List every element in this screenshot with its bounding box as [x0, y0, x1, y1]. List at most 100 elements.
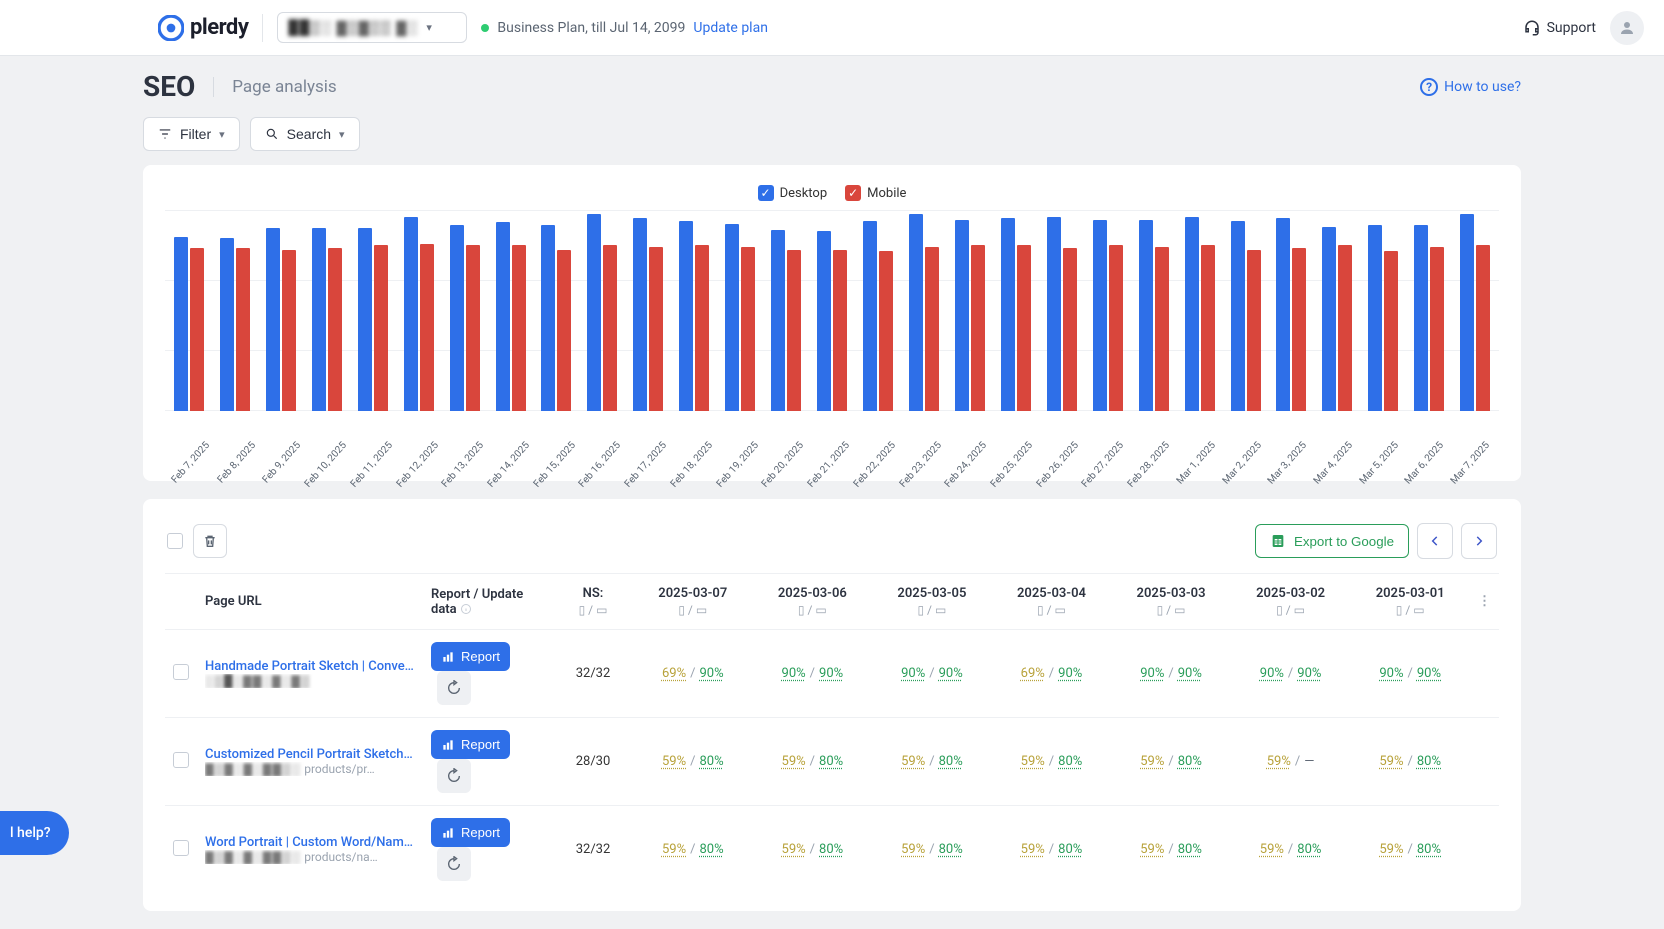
- site-selector[interactable]: ██▒░ ▓▒▓▒▒ ▓░ ▾: [277, 12, 467, 43]
- bar-desktop: [220, 238, 234, 411]
- bar-group[interactable]: [582, 214, 622, 411]
- pager-next[interactable]: [1461, 523, 1497, 559]
- bar-group[interactable]: [1317, 227, 1357, 411]
- bar-group[interactable]: [720, 224, 760, 411]
- plan-text: Business Plan, till Jul 14, 2099: [497, 20, 685, 36]
- brand-logo[interactable]: plerdy: [158, 15, 248, 41]
- bar-mobile: [649, 247, 663, 411]
- score-cell: 59%/80%: [633, 718, 753, 806]
- bar-group[interactable]: [1272, 218, 1312, 411]
- filter-button[interactable]: Filter ▾: [143, 117, 240, 151]
- delete-button[interactable]: [193, 524, 227, 558]
- select-all-checkbox[interactable]: [167, 533, 183, 549]
- help-fab[interactable]: l help?: [0, 811, 69, 855]
- brand-name: plerdy: [190, 15, 248, 40]
- score-cell: 90%/90%: [1111, 630, 1231, 718]
- bar-group[interactable]: [766, 230, 806, 411]
- row-checkbox[interactable]: [173, 752, 189, 768]
- bar-group[interactable]: [537, 225, 577, 411]
- bar-desktop: [587, 214, 601, 411]
- pager-prev[interactable]: [1417, 523, 1453, 559]
- table-row: Handmade Portrait Sketch | Convert P…░▒█…: [165, 630, 1499, 718]
- bar-group[interactable]: [353, 228, 393, 411]
- refresh-icon: [446, 856, 462, 872]
- refresh-button[interactable]: [437, 671, 471, 705]
- bar-chart-icon: [441, 826, 455, 840]
- bar-group[interactable]: [674, 221, 714, 411]
- google-sheets-icon: [1270, 533, 1286, 549]
- bar-desktop: [1414, 225, 1428, 411]
- row-checkbox[interactable]: [173, 664, 189, 680]
- x-axis-label: Mar 7, 2025: [1464, 419, 1527, 482]
- bar-desktop: [266, 228, 280, 411]
- support-link[interactable]: Support: [1523, 19, 1596, 37]
- score-cell: 59%/80%: [872, 806, 992, 894]
- row-checkbox[interactable]: [173, 840, 189, 856]
- chart-area: Feb 7, 2025Feb 8, 2025Feb 9, 2025Feb 10,…: [165, 211, 1499, 463]
- search-button[interactable]: Search ▾: [250, 117, 360, 151]
- bar-group[interactable]: [399, 217, 439, 411]
- bar-group[interactable]: [1134, 220, 1174, 411]
- bar-group[interactable]: [491, 222, 531, 411]
- bar-mobile: [925, 247, 939, 411]
- bar-group[interactable]: [1088, 220, 1128, 411]
- table-toolbar: Export to Google: [165, 519, 1499, 573]
- bar-group[interactable]: [904, 214, 944, 411]
- chart-x-labels: Feb 7, 2025Feb 8, 2025Feb 9, 2025Feb 10,…: [165, 411, 1499, 463]
- bar-group[interactable]: [307, 228, 347, 411]
- trash-icon: [202, 533, 218, 549]
- ns-cell: 32/32: [553, 806, 633, 894]
- refresh-button[interactable]: [437, 759, 471, 793]
- table-body: Handmade Portrait Sketch | Convert P…░▒█…: [165, 630, 1499, 894]
- bar-mobile: [1247, 250, 1261, 411]
- bar-group[interactable]: [1363, 225, 1403, 411]
- legend-mobile[interactable]: ✓ Mobile: [845, 185, 906, 201]
- bar-group[interactable]: [1409, 225, 1449, 411]
- score-cell: 90%/90%: [1231, 630, 1351, 718]
- legend-desktop[interactable]: ✓ Desktop: [758, 185, 828, 201]
- bar-mobile: [512, 245, 526, 411]
- user-avatar[interactable]: [1610, 11, 1644, 45]
- update-plan-link[interactable]: Update plan: [693, 20, 768, 36]
- page-subtitle: Page analysis: [213, 77, 336, 97]
- bar-group[interactable]: [445, 225, 485, 411]
- bar-group[interactable]: [1455, 214, 1495, 411]
- col-date-header: 2025-03-03▯ / ▭: [1111, 574, 1231, 630]
- how-to-use-link[interactable]: ? How to use?: [1420, 78, 1521, 96]
- row-title[interactable]: Handmade Portrait Sketch | Convert P…: [205, 659, 415, 674]
- score-cell: 90%/90%: [1350, 630, 1470, 718]
- bar-group[interactable]: [1226, 221, 1266, 411]
- report-button[interactable]: Report: [431, 818, 510, 847]
- score-cell: 69%/90%: [633, 630, 753, 718]
- report-button[interactable]: Report: [431, 642, 510, 671]
- bar-desktop: [1322, 227, 1336, 411]
- row-title[interactable]: Word Portrait | Custom Word/Name P…: [205, 835, 415, 850]
- refresh-icon: [446, 680, 462, 696]
- bar-group[interactable]: [169, 237, 209, 411]
- bar-mobile: [1201, 245, 1215, 411]
- bar-desktop: [863, 221, 877, 411]
- bar-group[interactable]: [215, 238, 255, 411]
- bar-group[interactable]: [628, 218, 668, 411]
- refresh-button[interactable]: [437, 847, 471, 881]
- report-button[interactable]: Report: [431, 730, 510, 759]
- bar-group[interactable]: [858, 221, 898, 411]
- bar-mobile: [1063, 248, 1077, 411]
- bar-group[interactable]: [812, 231, 852, 411]
- bar-desktop: [1093, 220, 1107, 411]
- export-google-button[interactable]: Export to Google: [1255, 524, 1409, 558]
- bar-group[interactable]: [1180, 217, 1220, 411]
- page-title: SEO: [143, 70, 195, 103]
- bar-mobile: [741, 247, 755, 411]
- help-icon: ?: [1420, 78, 1438, 96]
- bar-desktop: [541, 225, 555, 411]
- bar-group[interactable]: [261, 228, 301, 411]
- bar-group[interactable]: [996, 218, 1036, 411]
- bar-group[interactable]: [1042, 217, 1082, 411]
- bar-group[interactable]: [950, 220, 990, 411]
- row-title[interactable]: Customized Pencil Portrait Sketch| C…: [205, 747, 415, 762]
- bar-mobile: [420, 244, 434, 411]
- score-cell: 59%/80%: [1350, 806, 1470, 894]
- bar-chart-icon: [441, 650, 455, 664]
- search-label: Search: [287, 126, 331, 142]
